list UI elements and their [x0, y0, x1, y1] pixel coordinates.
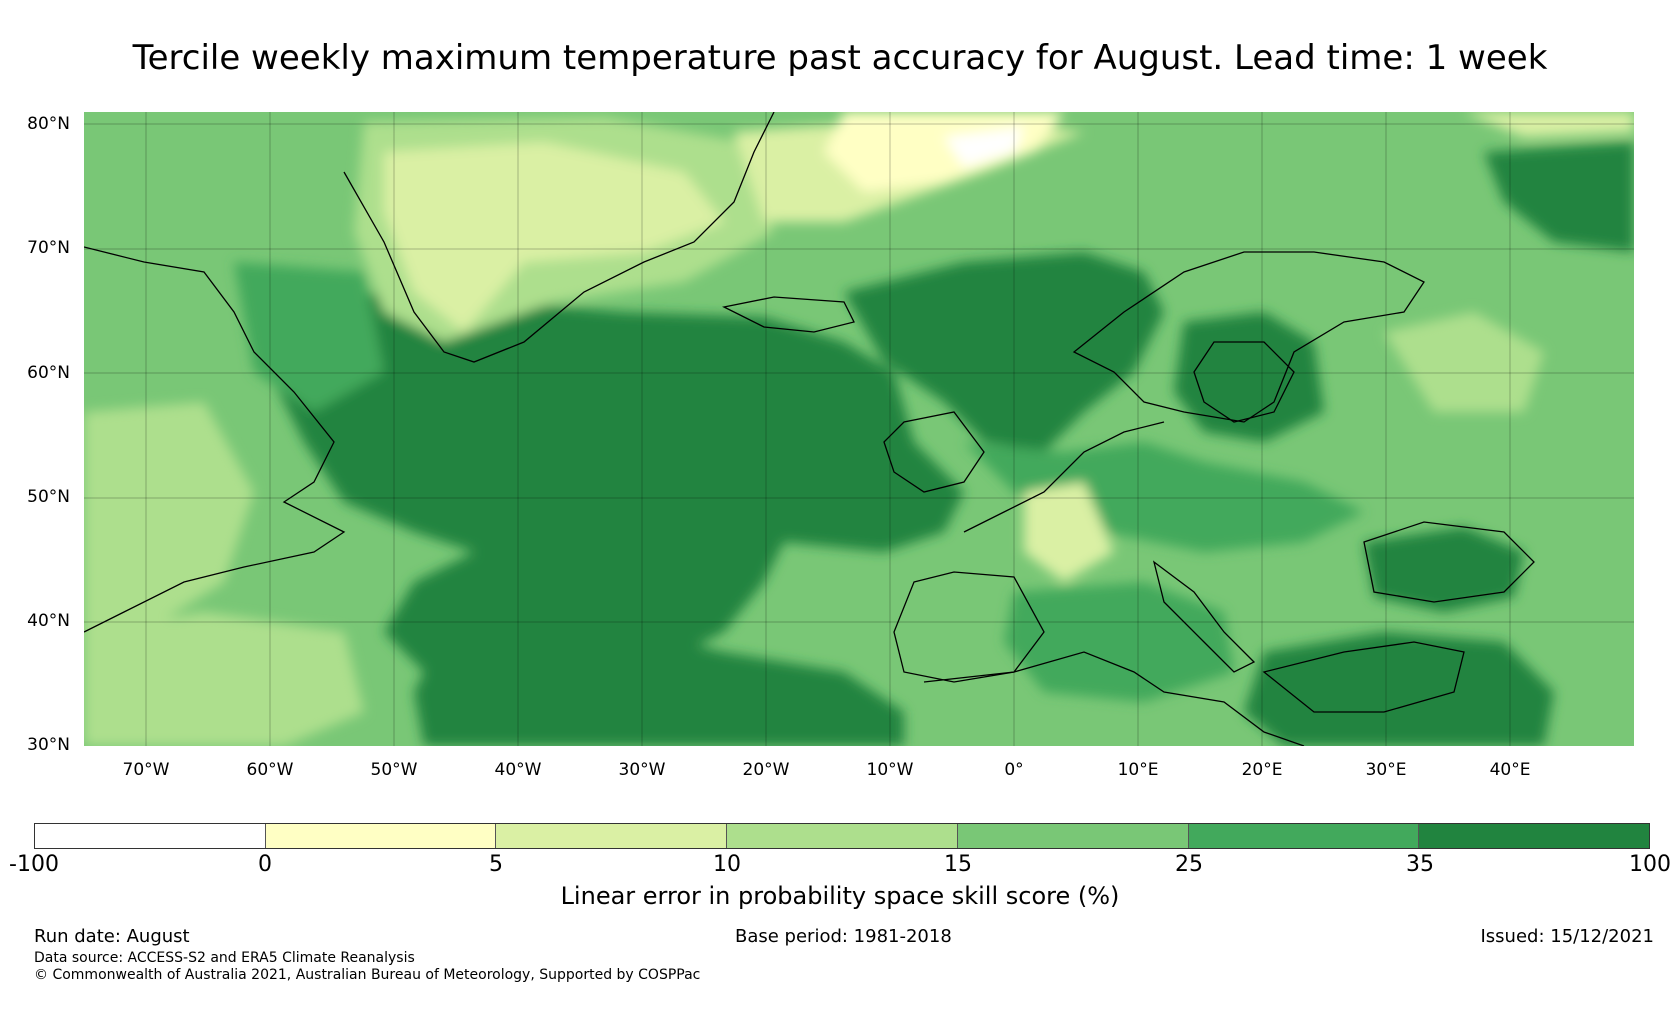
zone-very-high-skill-east-med [1244, 632, 1554, 746]
graticule [84, 112, 1634, 746]
lon-label-0: 0° [1004, 760, 1024, 780]
zone-low-skill-southwest [84, 612, 364, 746]
colorbar-tick-10: 10 [713, 852, 741, 877]
lat-label-60n: 60°N [27, 363, 70, 383]
lat-label-50n: 50°N [27, 487, 70, 507]
colorbar-tick-35: 35 [1406, 852, 1434, 877]
coast-scandinavia [1072, 251, 1425, 423]
lon-label-30e: 30°E [1365, 760, 1407, 780]
lon-label-20w: 20°W [742, 760, 790, 780]
colorbar-segment-0-5 [265, 824, 497, 848]
zone-very-high-skill-subtropics [414, 622, 904, 746]
zone-high-skill-med [1004, 582, 1234, 702]
coast-italy [1152, 560, 1256, 673]
colorbar-segment-neg100-0 [35, 824, 266, 848]
coast-greenland [343, 112, 775, 363]
coast-east-med [1262, 641, 1465, 713]
colorbar-segment-15-25 [957, 824, 1189, 848]
colorbar-segment-10-15 [727, 824, 958, 848]
zone-very-low-skill-iberia [1024, 482, 1114, 582]
map-title: Tercile weekly maximum temperature past … [132, 38, 1548, 78]
run-date: Run date: August [34, 926, 190, 947]
colorbar-segment-5-10 [496, 824, 728, 848]
lon-label-60w: 60°W [246, 760, 294, 780]
base-period: Base period: 1981-2018 [735, 926, 952, 947]
colorbar-tick-0: 0 [258, 852, 272, 877]
zone-negative-skill-arctic [944, 127, 1024, 167]
zone-very-high-skill-baltic [1174, 312, 1324, 442]
coast-north-america [84, 246, 346, 633]
lon-label-40e: 40°E [1489, 760, 1531, 780]
lat-label-40n: 40°N [27, 611, 70, 631]
lat-label-70n: 70°N [27, 238, 70, 258]
zone-very-high-skill-northeast [1484, 142, 1634, 252]
lon-label-70w: 70°W [122, 760, 170, 780]
colorbar [34, 823, 1650, 849]
lon-label-40w: 40°W [494, 760, 542, 780]
lon-label-20e: 20°E [1241, 760, 1283, 780]
copyright: © Commonwealth of Australia 2021, Austra… [34, 967, 701, 983]
lat-label-80n: 80°N [27, 114, 70, 134]
zone-high-skill-labrador [234, 262, 384, 412]
data-source: Data source: ACCESS-S2 and ERA5 Climate … [34, 950, 415, 966]
colorbar-tick-5: 5 [489, 852, 503, 877]
lon-label-50w: 50°W [370, 760, 418, 780]
coastlines [84, 112, 1535, 746]
skill-score-map [84, 112, 1634, 746]
colorbar-tick-25: 25 [1175, 852, 1203, 877]
colorbar-label: Linear error in probability space skill … [560, 882, 1120, 910]
zone-very-high-skill-black-sea [1364, 527, 1524, 612]
colorbar-segment-35-100 [1419, 824, 1650, 848]
colorbar-tick-15: 15 [944, 852, 972, 877]
lon-label-30w: 30°W [618, 760, 666, 780]
zone-very-low-skill-barents [1464, 112, 1634, 137]
issued-date: Issued: 15/12/2021 [1480, 926, 1654, 947]
lon-label-10w: 10°W [866, 760, 914, 780]
zone-low-skill-russia [1384, 312, 1544, 412]
coast-europe-west [963, 421, 1165, 533]
coast-black-sea [1363, 521, 1535, 603]
lat-label-30n: 30°N [27, 735, 70, 755]
map-canvas [84, 112, 1634, 746]
coast-british-isles [883, 411, 985, 493]
zone-high-skill-europe [964, 442, 1364, 552]
coast-iceland [722, 296, 855, 333]
zone-very-low-skill-greenland [384, 142, 724, 332]
coast-baltic [1193, 341, 1295, 423]
colorbar-tick-100: 100 [1629, 852, 1671, 877]
zone-very-high-skill-atlantic [264, 292, 964, 712]
zone-very-high-skill-norwegian-sea [844, 252, 1164, 452]
colorbar-tick-neg100: -100 [9, 852, 59, 877]
coast-africa-north [923, 651, 1305, 746]
colorbar-segment-25-35 [1188, 824, 1420, 848]
lon-label-10e: 10°E [1117, 760, 1159, 780]
